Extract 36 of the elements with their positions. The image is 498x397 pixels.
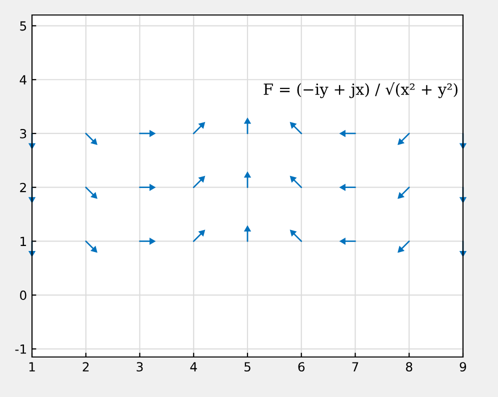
x-tick-label: 6 — [298, 362, 305, 372]
point — [150, 184, 156, 190]
x-tick-label: 2 — [82, 362, 89, 372]
point — [91, 246, 98, 252]
y-tick-label: 0 — [20, 290, 26, 300]
x-tick-label: 4 — [190, 362, 197, 372]
y-tick-label: -1 — [15, 344, 26, 354]
y-tick-label: 1 — [20, 236, 26, 246]
point — [198, 122, 205, 128]
point — [340, 184, 346, 190]
x-tick-label: 3 — [136, 362, 143, 372]
x-tick-label: 1 — [29, 362, 35, 372]
point — [198, 176, 205, 182]
y-tick-label: 2 — [20, 182, 26, 192]
annotation: F = (−iy + jx) / √(x² + y²) — [264, 82, 458, 98]
point — [290, 122, 296, 128]
point — [150, 130, 156, 137]
point — [340, 238, 346, 244]
x-tick-label: 5 — [244, 362, 250, 372]
y-tick-label: 3 — [20, 128, 26, 138]
point — [91, 138, 98, 145]
point — [244, 226, 251, 232]
point — [244, 172, 251, 178]
point — [340, 130, 346, 137]
point — [398, 246, 404, 252]
point — [150, 238, 156, 244]
point — [91, 192, 98, 199]
x-tick-label: 8 — [406, 362, 412, 372]
point — [398, 192, 404, 199]
y-tick-label: 5 — [20, 21, 26, 31]
y-tick-label: 4 — [20, 75, 26, 84]
point — [290, 176, 296, 182]
point — [244, 118, 251, 124]
x-tick-label: 7 — [352, 362, 358, 372]
point — [398, 138, 404, 145]
x-tick-label: 9 — [460, 362, 466, 372]
